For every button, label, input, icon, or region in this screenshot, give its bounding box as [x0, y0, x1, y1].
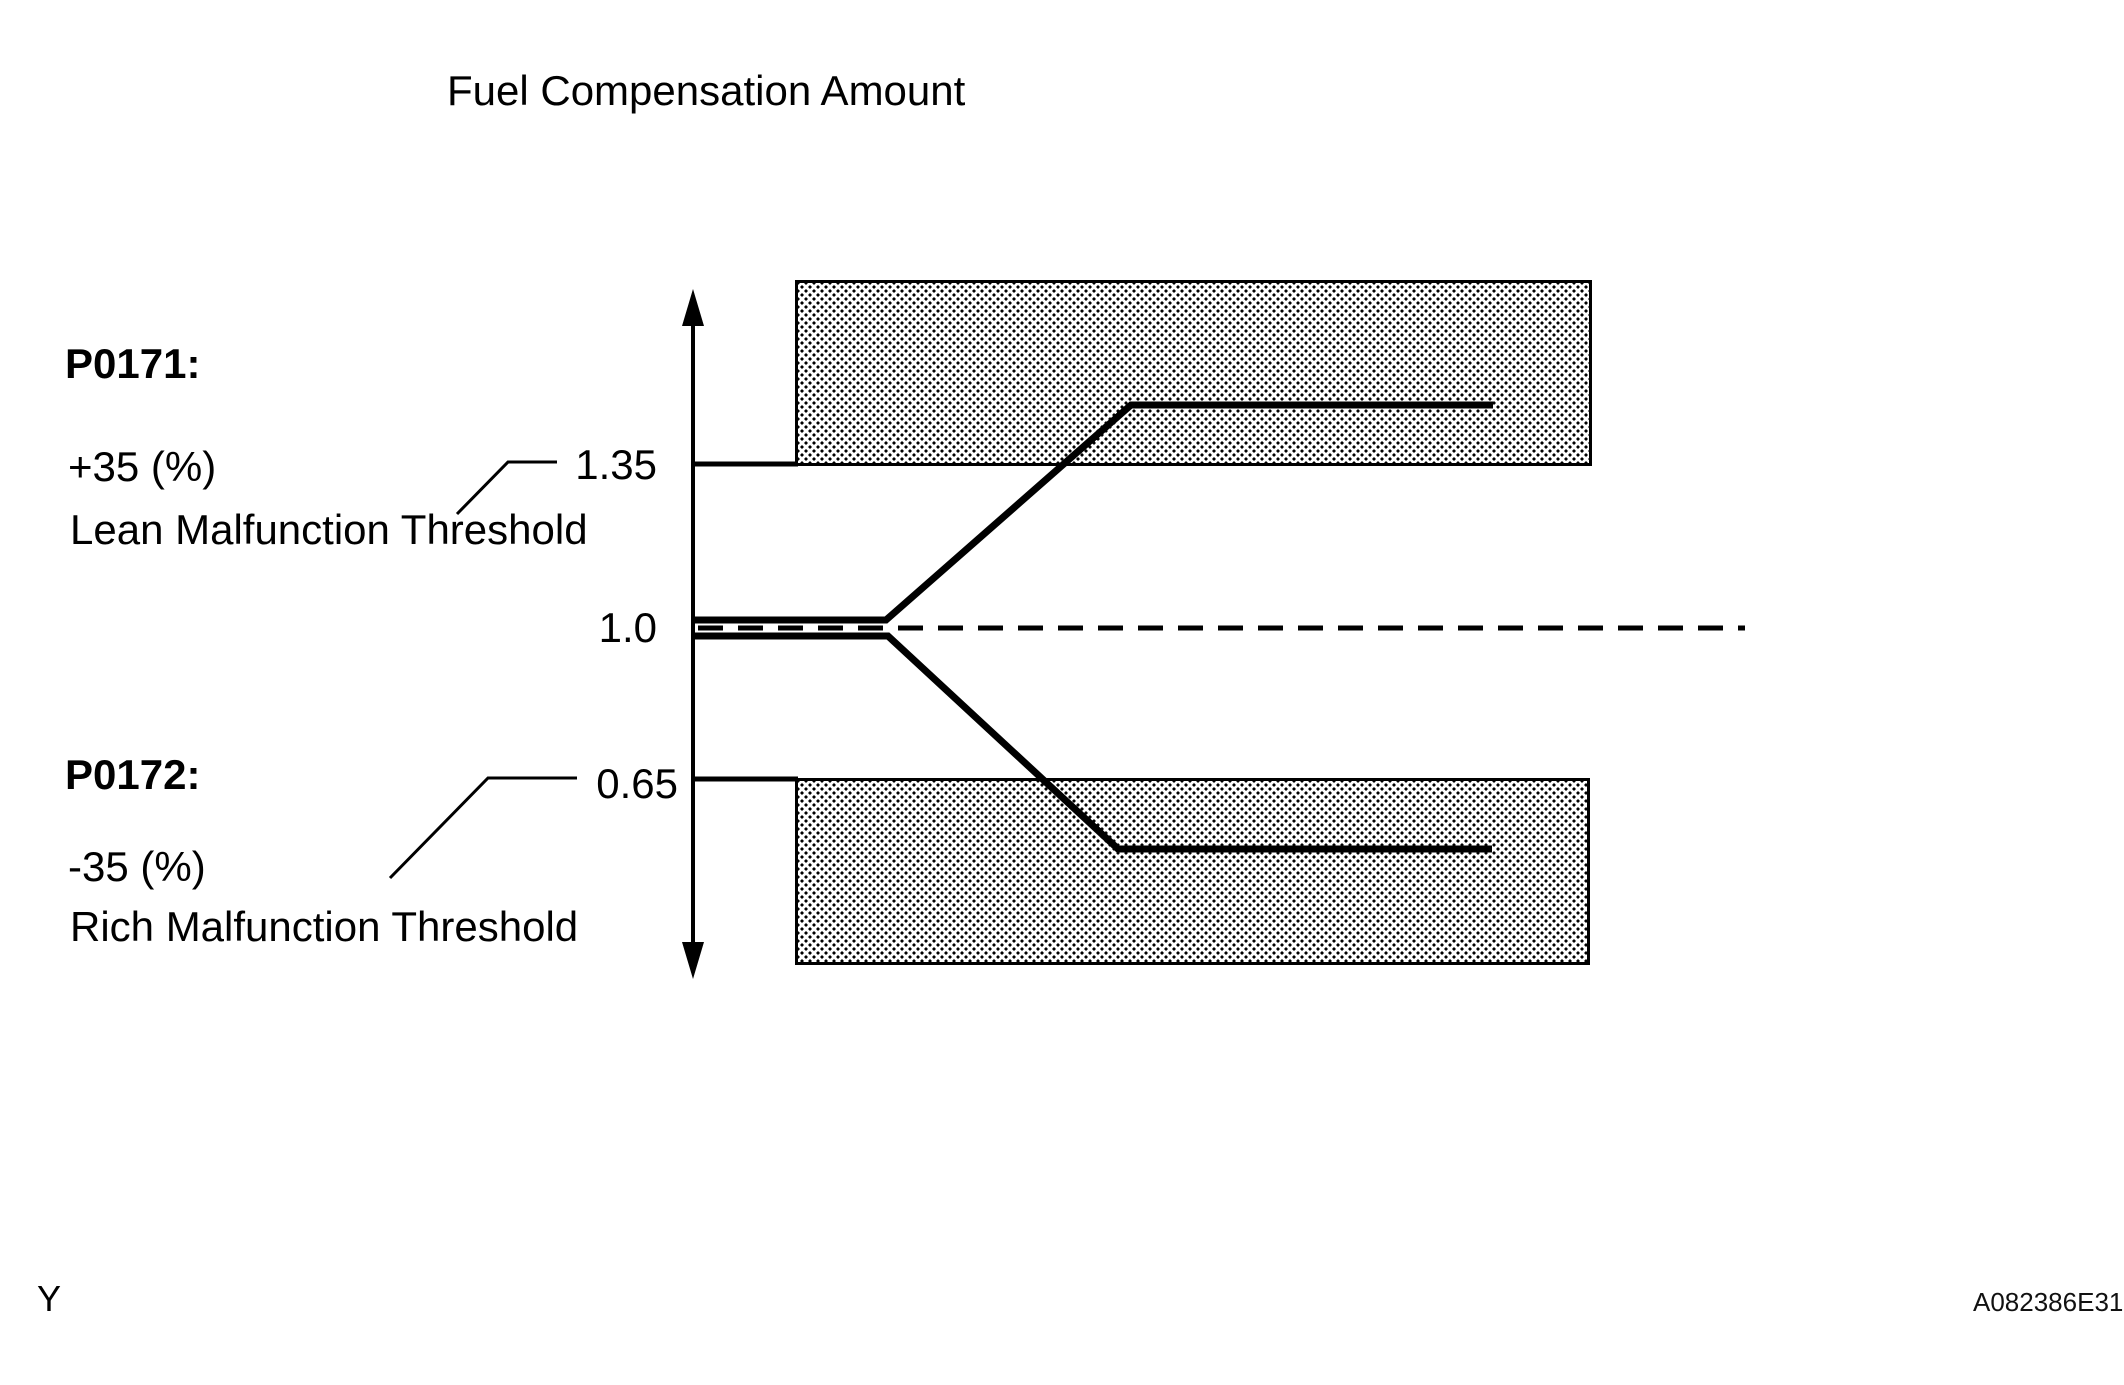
lean-trace-line: [694, 401, 1493, 624]
y-axis: [682, 289, 704, 979]
figure-reference-code: A082386E31: [1973, 1287, 2124, 1317]
p0171-threshold-label: Lean Malfunction Threshold: [70, 506, 588, 553]
axis-arrow-up-icon: [682, 289, 704, 326]
lean-malfunction-region: [795, 280, 1592, 466]
p0171-code-label: P0171:: [65, 340, 201, 387]
p0171-value-label: +35 (%): [68, 443, 217, 490]
leader-line-1-35: [455, 460, 557, 516]
tick-label-1-35: 1.35: [575, 441, 657, 488]
tick-label-1-0: 1.0: [598, 604, 657, 651]
p0172-threshold-label: Rich Malfunction Threshold: [70, 903, 579, 950]
diagram-title: Fuel Compensation Amount: [447, 67, 966, 114]
footer-section-letter: Y: [37, 1278, 62, 1319]
p0172-value-label: -35 (%): [68, 843, 206, 890]
rich-trace-line: [694, 632, 1492, 853]
p0172-code-label: P0172:: [65, 751, 201, 798]
axis-arrow-down-icon: [682, 942, 704, 979]
leader-line-0-65: [388, 776, 577, 880]
rich-malfunction-region: [795, 778, 1590, 965]
tick-label-0-65: 0.65: [596, 760, 678, 807]
